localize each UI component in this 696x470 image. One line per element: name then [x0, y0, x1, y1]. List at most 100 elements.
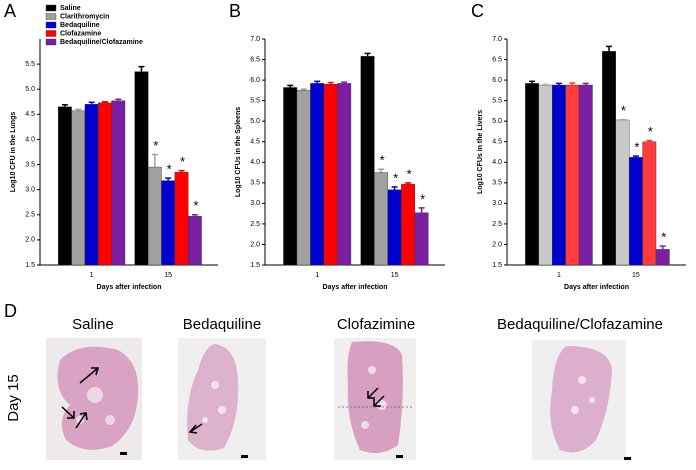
y-tick-label: 4.5 [250, 139, 260, 146]
bar [642, 141, 657, 266]
bar [551, 84, 566, 266]
y-tick-label: 4.5 [25, 111, 35, 118]
y-tick-label: 6.0 [250, 77, 260, 84]
image-title: Bedaquiline/Clofazamine [497, 316, 663, 333]
x-tick-label: 1 [315, 272, 319, 279]
bar [602, 51, 616, 266]
y-tick-label: 5.0 [250, 118, 260, 125]
panel-label: A [4, 1, 16, 21]
y-axis-label: Log10 CFUs in the Livers [477, 110, 484, 194]
x-tick-label: 15 [391, 272, 399, 279]
histology-clofazimine [334, 338, 416, 460]
x-axis-label: Days after infection [564, 284, 629, 291]
significance-marker: * [420, 191, 425, 206]
image-title: Bedaquiline [183, 316, 261, 333]
bar [111, 100, 126, 266]
legend-label: Saline [60, 5, 81, 12]
bar [323, 83, 338, 266]
histology-combination [532, 340, 631, 460]
bar [161, 180, 176, 266]
bar [578, 84, 593, 266]
bar [71, 110, 86, 266]
bar [414, 212, 429, 266]
bar [58, 106, 72, 266]
y-axis-label: Log10 CFUs in the Spleens [235, 107, 242, 197]
y-tick-label: 1.5 [492, 262, 502, 269]
y-tick-label: 4.0 [492, 159, 502, 166]
row-label: Day 15 [5, 374, 22, 422]
bar [84, 104, 99, 266]
bar [628, 157, 643, 266]
y-tick-label: 6.0 [492, 77, 502, 84]
significance-marker: * [193, 198, 198, 213]
y-tick-label: 1.5 [250, 262, 260, 269]
significance-marker: * [180, 154, 185, 169]
bar [283, 87, 298, 266]
bar [374, 172, 389, 266]
y-tick-label: 7.0 [250, 36, 260, 43]
y-tick-label: 3.0 [25, 187, 35, 194]
y-tick-label: 2.5 [250, 221, 260, 228]
y-tick-label: 2.0 [250, 241, 260, 248]
x-axis-label: Days after infection [97, 284, 162, 291]
significance-marker: * [661, 230, 666, 245]
bar [147, 166, 162, 266]
panel-label: B [229, 1, 241, 21]
y-tick-label: 3.5 [492, 180, 502, 187]
significance-marker: * [380, 153, 385, 168]
y-tick-label: 2.0 [492, 241, 502, 248]
y-tick-label: 5.0 [25, 86, 35, 93]
y-tick-label: 6.5 [250, 56, 260, 63]
bar [401, 183, 416, 266]
y-tick-label: 3.0 [250, 200, 260, 207]
histology-bedaquiline [178, 338, 266, 460]
bar [98, 102, 112, 266]
legend-label: Clarithromycin [60, 13, 109, 20]
histology-saline [46, 338, 142, 460]
y-tick-label: 1.5 [25, 262, 35, 269]
y-tick-label: 5.0 [492, 118, 502, 125]
bar [525, 83, 539, 266]
significance-marker: * [407, 166, 412, 181]
legend-swatch [45, 38, 57, 46]
legend-swatch [45, 21, 57, 29]
y-tick-label: 2.5 [25, 212, 35, 219]
bar [174, 171, 189, 266]
x-tick-label: 15 [632, 272, 640, 279]
image-title: Clofazimine [337, 316, 415, 333]
y-tick-label: 4.0 [250, 159, 260, 166]
panel-label: C [471, 1, 484, 21]
significance-marker: * [153, 138, 158, 153]
bar [134, 71, 149, 266]
legend-label: Bedaquiline [60, 22, 100, 29]
y-tick-label: 3.5 [25, 161, 35, 168]
significance-marker: * [621, 103, 626, 118]
y-tick-label: 3.5 [250, 180, 260, 187]
panel-label: D [4, 301, 17, 321]
legend-swatch [45, 13, 57, 20]
y-tick-label: 4.0 [25, 136, 35, 143]
y-tick-label: 6.5 [492, 56, 502, 63]
x-axis-label: Days after infection [323, 284, 388, 291]
y-tick-label: 5.5 [25, 61, 35, 68]
y-tick-label: 7.0 [492, 36, 502, 43]
bar [565, 84, 580, 266]
y-tick-label: 5.5 [250, 97, 260, 104]
bar [538, 84, 553, 266]
bar [387, 189, 402, 266]
bar [615, 119, 630, 266]
bar [360, 56, 375, 266]
x-tick-label: 1 [90, 272, 94, 279]
image-title: Saline [72, 316, 114, 333]
legend-label: Clofazamine [60, 30, 101, 37]
bar [187, 216, 202, 266]
y-axis-label: Log10 CFU in the Lungs [10, 112, 17, 193]
legend-swatch [45, 4, 57, 12]
significance-marker: * [393, 170, 398, 185]
y-tick-label: 5.5 [492, 97, 502, 104]
bar [655, 249, 670, 266]
y-tick-label: 2.0 [25, 237, 35, 244]
legend-swatch [45, 30, 57, 37]
y-tick-label: 2.5 [492, 221, 502, 228]
bar [337, 83, 352, 266]
